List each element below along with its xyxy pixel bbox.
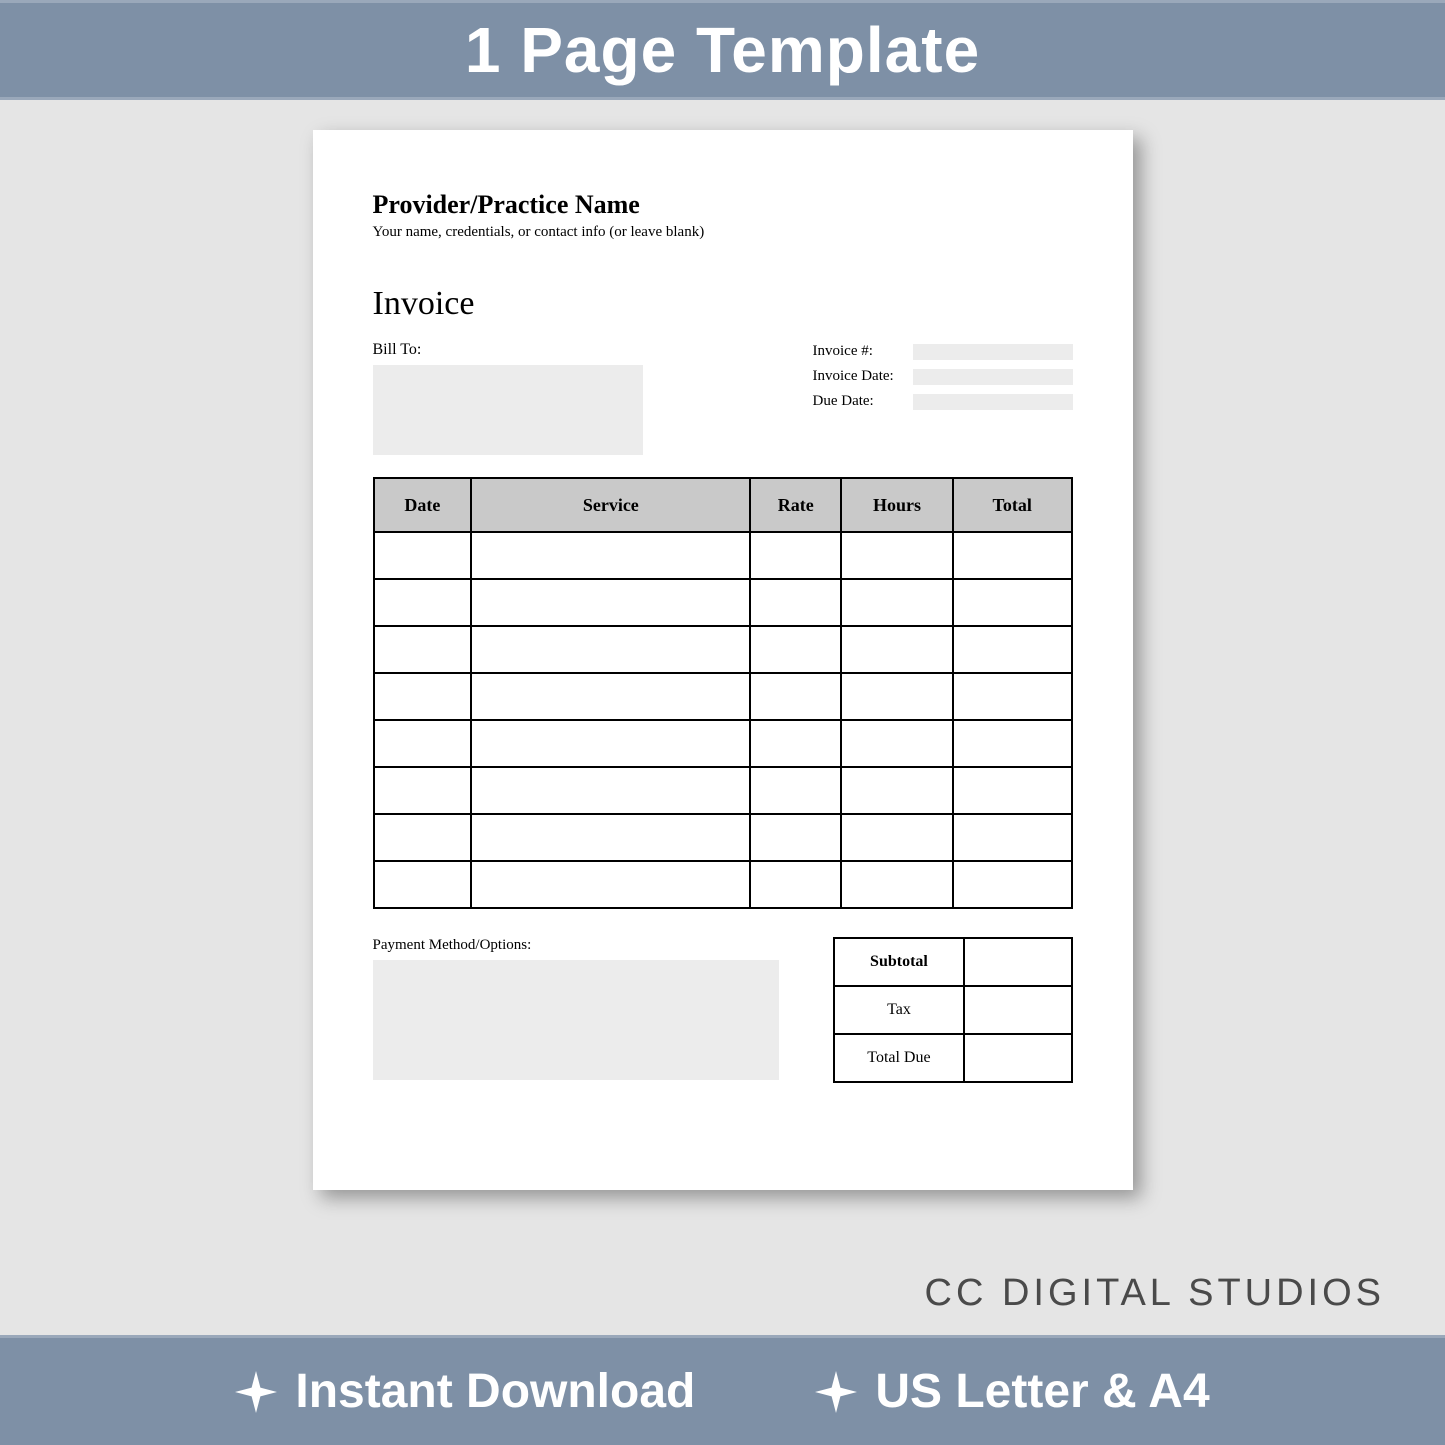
feature-1-text: Instant Download [295,1364,695,1419]
table-row [374,579,1072,626]
col-header-hours: Hours [841,478,953,532]
table-cell[interactable] [750,814,841,861]
tax-value[interactable] [964,986,1071,1034]
table-cell[interactable] [841,720,953,767]
bill-to-block: Bill To: [373,341,643,455]
table-header-row: Date Service Rate Hours Total [374,478,1072,532]
table-cell[interactable] [953,767,1072,814]
table-cell[interactable] [471,579,750,626]
table-cell[interactable] [750,720,841,767]
meta-invoice-date: Invoice Date: [813,368,1073,385]
table-cell[interactable] [750,532,841,579]
invoice-footer-row: Payment Method/Options: Subtotal Tax Tot… [373,937,1073,1083]
col-header-date: Date [374,478,472,532]
due-date-label: Due Date: [813,393,913,410]
table-cell[interactable] [841,673,953,720]
table-row [374,532,1072,579]
table-cell[interactable] [953,673,1072,720]
table-cell[interactable] [841,532,953,579]
total-due-value[interactable] [964,1034,1071,1082]
total-due-label: Total Due [834,1034,965,1082]
table-cell[interactable] [374,720,472,767]
invoice-line-items-table: Date Service Rate Hours Total [373,477,1073,909]
table-cell[interactable] [750,579,841,626]
table-cell[interactable] [953,532,1072,579]
col-header-rate: Rate [750,478,841,532]
invoice-date-label: Invoice Date: [813,368,913,385]
table-cell[interactable] [374,532,472,579]
sparkle-icon [815,1371,857,1413]
bill-to-label: Bill To: [373,341,643,359]
table-cell[interactable] [841,814,953,861]
invoice-meta-block: Invoice #: Invoice Date: Due Date: [813,343,1073,418]
table-row [374,861,1072,908]
table-cell[interactable] [750,673,841,720]
table-row [374,673,1072,720]
table-cell[interactable] [953,626,1072,673]
table-cell[interactable] [471,767,750,814]
table-row [374,767,1072,814]
payment-label: Payment Method/Options: [373,937,779,954]
total-due-row: Total Due [834,1034,1072,1082]
table-row [374,814,1072,861]
table-cell[interactable] [841,579,953,626]
brand-watermark: CC DIGITAL STUDIOS [925,1272,1385,1315]
subtotal-label: Subtotal [834,938,965,986]
table-cell[interactable] [750,626,841,673]
payment-field[interactable] [373,960,779,1080]
provider-heading: Provider/Practice Name [373,190,1073,220]
due-date-field[interactable] [913,394,1073,410]
invoice-number-label: Invoice #: [813,343,913,360]
table-cell[interactable] [471,532,750,579]
table-cell[interactable] [374,814,472,861]
table-cell[interactable] [841,626,953,673]
table-cell[interactable] [374,861,472,908]
table-cell[interactable] [471,626,750,673]
tax-label: Tax [834,986,965,1034]
subtotal-row: Subtotal [834,938,1072,986]
invoice-number-field[interactable] [913,344,1073,360]
payment-block: Payment Method/Options: [373,937,779,1083]
table-cell[interactable] [374,626,472,673]
top-banner: 1 Page Template [0,0,1445,100]
tax-row: Tax [834,986,1072,1034]
feature-instant-download: Instant Download [235,1364,695,1419]
table-cell[interactable] [953,814,1072,861]
table-row [374,720,1072,767]
feature-paper-sizes: US Letter & A4 [815,1364,1209,1419]
feature-2-text: US Letter & A4 [875,1364,1209,1419]
meta-invoice-number: Invoice #: [813,343,1073,360]
sparkle-icon [235,1371,277,1413]
table-cell[interactable] [374,579,472,626]
invoice-heading: Invoice [373,285,1073,323]
table-cell[interactable] [374,767,472,814]
table-cell[interactable] [841,861,953,908]
table-cell[interactable] [374,673,472,720]
invoice-date-field[interactable] [913,369,1073,385]
bottom-banner: Instant Download US Letter & A4 [0,1335,1445,1445]
table-cell[interactable] [471,720,750,767]
provider-subtext: Your name, credentials, or contact info … [373,224,1073,241]
bill-to-field[interactable] [373,365,643,455]
table-cell[interactable] [471,861,750,908]
meta-due-date: Due Date: [813,393,1073,410]
top-banner-text: 1 Page Template [465,13,980,87]
invoice-page: Provider/Practice Name Your name, creden… [313,130,1133,1190]
table-cell[interactable] [953,720,1072,767]
col-header-service: Service [471,478,750,532]
table-row [374,626,1072,673]
totals-table: Subtotal Tax Total Due [833,937,1073,1083]
table-cell[interactable] [471,814,750,861]
table-cell[interactable] [953,861,1072,908]
table-cell[interactable] [953,579,1072,626]
table-cell[interactable] [841,767,953,814]
invoice-header-row: Bill To: Invoice #: Invoice Date: Due Da… [373,341,1073,455]
table-cell[interactable] [750,861,841,908]
table-cell[interactable] [750,767,841,814]
table-cell[interactable] [471,673,750,720]
col-header-total: Total [953,478,1072,532]
subtotal-value[interactable] [964,938,1071,986]
